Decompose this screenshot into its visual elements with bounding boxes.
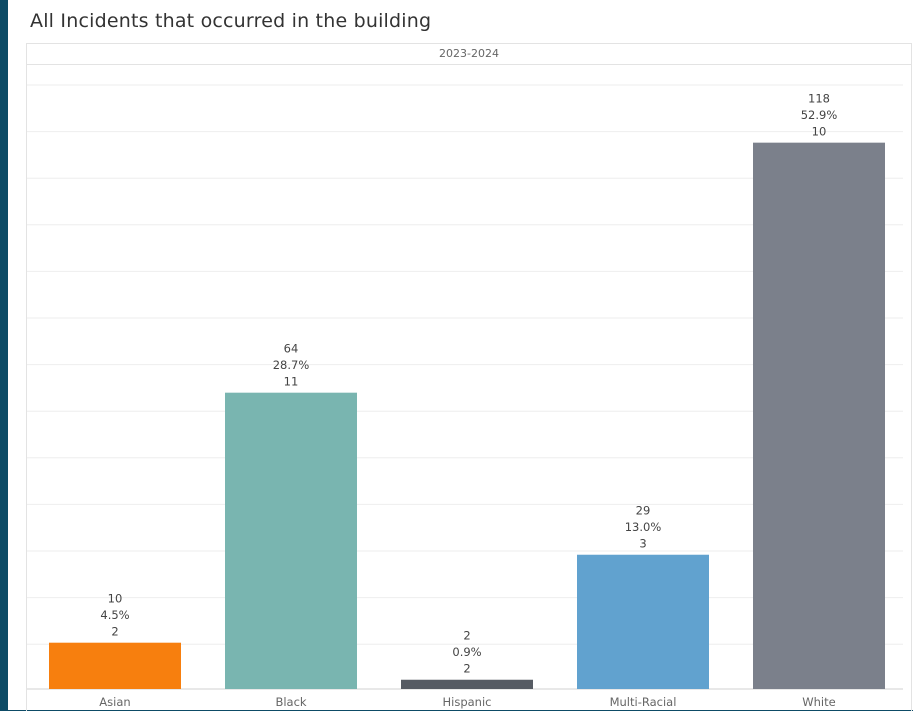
x-tick-label: Hispanic bbox=[443, 695, 492, 709]
data-label-count: 2 bbox=[463, 629, 470, 643]
data-label-secondary: 11 bbox=[284, 375, 299, 389]
data-label-count: 10 bbox=[108, 592, 123, 606]
data-label-count: 118 bbox=[808, 92, 830, 106]
chart-title: All Incidents that occurred in the build… bbox=[30, 10, 432, 32]
data-label-secondary: 2 bbox=[111, 625, 118, 639]
data-label-count: 64 bbox=[284, 342, 299, 356]
bar-multi-racial[interactable] bbox=[577, 554, 709, 689]
data-label-percent: 0.9% bbox=[452, 645, 481, 659]
bar-hispanic[interactable] bbox=[401, 679, 533, 689]
data-label-secondary: 2 bbox=[463, 662, 470, 676]
x-tick-label: Asian bbox=[99, 695, 130, 709]
x-tick-label: Black bbox=[275, 695, 306, 709]
data-label-percent: 4.5% bbox=[100, 608, 129, 622]
data-label-secondary: 10 bbox=[812, 125, 827, 139]
data-label-percent: 13.0% bbox=[625, 520, 662, 534]
x-tick-label: White bbox=[802, 695, 835, 709]
data-label-percent: 28.7% bbox=[273, 358, 310, 372]
bar-asian[interactable] bbox=[49, 642, 181, 689]
column-header: 2023-2024 bbox=[27, 44, 911, 65]
bar-white[interactable] bbox=[753, 142, 885, 689]
data-label-percent: 52.9% bbox=[801, 108, 838, 122]
plot-frame: 2023-2024 bbox=[26, 43, 912, 711]
x-tick-label: Multi-Racial bbox=[610, 695, 677, 709]
data-label-secondary: 3 bbox=[639, 537, 646, 551]
data-label-count: 29 bbox=[636, 504, 651, 518]
bar-black[interactable] bbox=[225, 392, 357, 689]
